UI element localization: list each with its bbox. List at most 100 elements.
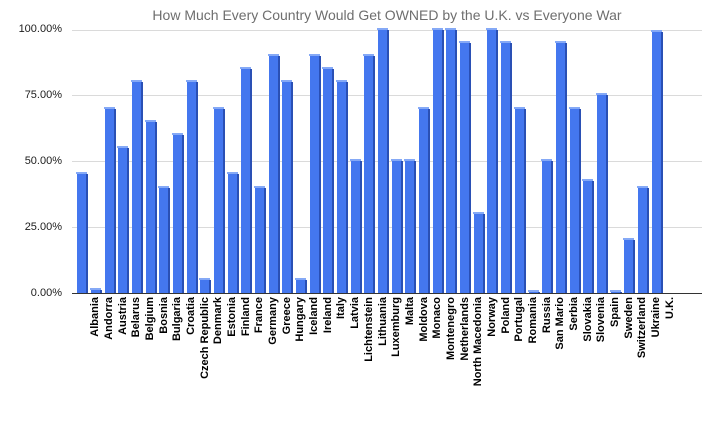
- bar-column: [404, 30, 418, 293]
- x-axis-label: Bulgaria: [171, 297, 184, 342]
- bar: [527, 289, 540, 293]
- bar-column: [582, 30, 596, 293]
- bar: [226, 172, 239, 293]
- bar: [377, 27, 390, 293]
- bar-column: [295, 30, 309, 293]
- bar-column: [445, 27, 459, 293]
- x-axis-label: San Mario: [554, 297, 567, 350]
- bar-column: [377, 27, 391, 293]
- bar-column: [240, 30, 254, 293]
- bar: [431, 27, 444, 293]
- bar: [308, 53, 321, 293]
- x-axis-label: Finland: [239, 297, 252, 337]
- bar: [267, 53, 280, 293]
- bar-column: [363, 30, 377, 293]
- bar: [254, 185, 267, 293]
- bar-column: [636, 30, 651, 293]
- bars-area: [76, 27, 664, 293]
- bar: [240, 67, 253, 293]
- x-axis-label: Slovenia: [595, 297, 608, 343]
- bar-column: [459, 30, 473, 293]
- bar-column: [431, 27, 445, 293]
- x-axis-label: Malta: [403, 297, 416, 326]
- bar-column: [308, 30, 322, 293]
- bar-column: [267, 30, 281, 293]
- bar: [472, 211, 485, 293]
- bar: [295, 277, 308, 293]
- x-axis-label: Poland: [499, 297, 512, 334]
- x-axis-label: Slovakia: [581, 297, 594, 342]
- bar-column: [568, 30, 582, 293]
- bar: [582, 179, 595, 293]
- bar: [390, 159, 403, 293]
- bar-column: [390, 30, 404, 293]
- x-axis-label: Italy: [335, 297, 348, 320]
- bar: [609, 289, 622, 293]
- bar: [322, 67, 335, 293]
- bar: [541, 159, 554, 293]
- x-axis-label: Moldova: [417, 297, 430, 342]
- bar-column: [349, 30, 363, 293]
- x-axis-label: Czech Republic: [198, 297, 211, 379]
- bar: [623, 238, 636, 293]
- bar-column: [281, 30, 295, 293]
- x-axis-label: Romania: [526, 297, 539, 344]
- bar-column: [486, 27, 500, 293]
- y-axis-tick-label: 25.00%: [24, 220, 62, 233]
- bar: [213, 106, 226, 293]
- bar-column: [144, 30, 158, 293]
- x-axis-label: Russia: [540, 297, 553, 334]
- bar-column: [650, 30, 664, 293]
- bar-column: [418, 30, 432, 293]
- bar-column: [609, 30, 623, 293]
- bar: [336, 80, 349, 293]
- bar: [158, 185, 171, 293]
- bar: [349, 159, 362, 293]
- y-axis-tick-label: 75.00%: [24, 88, 62, 101]
- bar: [199, 277, 212, 293]
- bar: [500, 40, 513, 293]
- bar-column: [117, 30, 131, 293]
- bar: [144, 119, 157, 293]
- x-axis-label: Montenegro: [444, 297, 457, 360]
- x-axis-label: Luxemburg: [390, 297, 403, 357]
- bar-column: [76, 30, 90, 293]
- x-axis-label: Norway: [485, 297, 498, 337]
- x-axis-label: Ireland: [321, 297, 334, 334]
- bar-column: [595, 30, 610, 293]
- x-axis-label: Bosnia: [157, 297, 170, 334]
- bar-column: [513, 30, 528, 293]
- bar: [76, 172, 89, 293]
- x-axis-label: Greece: [280, 297, 293, 335]
- bar-column: [254, 30, 268, 293]
- bar: [185, 80, 198, 293]
- x-axis-label: Austria: [116, 297, 129, 335]
- bar: [117, 146, 130, 293]
- bar-column: [322, 30, 336, 293]
- bar-column: [541, 30, 555, 293]
- x-axis-label: Ukraine: [649, 297, 662, 338]
- bar: [103, 106, 116, 293]
- bar-column: [199, 30, 213, 293]
- x-axis-label: Serbia: [567, 297, 580, 331]
- x-axis-label: Spain: [608, 297, 621, 327]
- bar-column: [623, 30, 637, 293]
- y-axis-tick-label: 50.00%: [24, 154, 62, 167]
- x-axis-label: Switzerland: [636, 297, 649, 359]
- bar-column: [90, 30, 104, 293]
- x-axis-label: U.K.: [663, 297, 676, 319]
- bar-column: [131, 30, 145, 293]
- bar-column: [226, 30, 240, 293]
- x-axis-label: Denmark: [212, 297, 225, 345]
- bar: [445, 27, 458, 293]
- x-axis-label: Albania: [89, 297, 102, 337]
- x-axis-label: Estonia: [226, 297, 239, 337]
- bar: [595, 93, 608, 293]
- bar: [513, 106, 526, 293]
- x-axis-label: Hungary: [294, 297, 307, 342]
- bar: [418, 106, 431, 293]
- bar-column: [185, 30, 199, 293]
- bar: [568, 106, 581, 293]
- x-axis-label: Germany: [267, 297, 280, 345]
